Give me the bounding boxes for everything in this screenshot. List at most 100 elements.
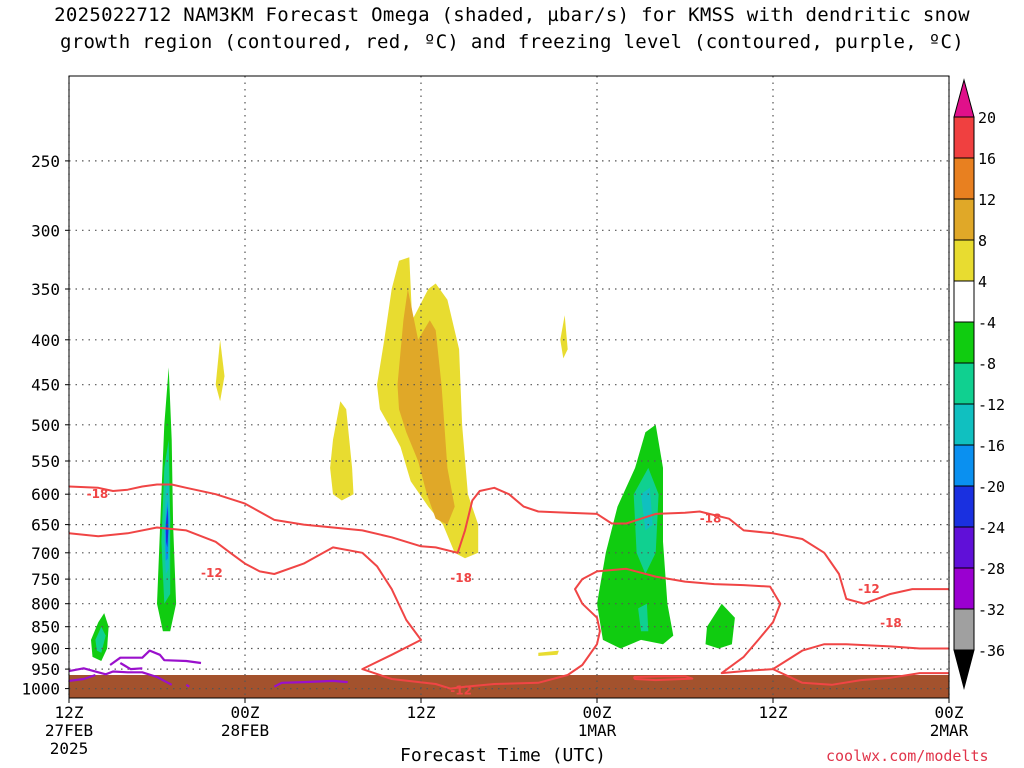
x-tick-label: 12Z — [55, 703, 84, 722]
omega-shaded-region — [805, 639, 825, 665]
colorbar-segment — [953, 567, 975, 610]
colorbar-segment — [953, 608, 975, 651]
x-tick-date-label: 1MAR — [578, 721, 617, 740]
contour-label: -18 — [87, 487, 109, 501]
omega-shaded-region — [95, 626, 106, 653]
colorbar-segment — [953, 526, 975, 569]
y-tick-label: 250 — [31, 152, 60, 171]
y-tick-label: 350 — [31, 280, 60, 299]
dgz-contour-line — [69, 483, 949, 605]
ground-surface — [69, 675, 949, 698]
colorbar-label: 12 — [978, 191, 996, 209]
freezing-level-contours — [69, 649, 348, 688]
contour-label: -12 — [450, 684, 472, 698]
omega-shaded-region — [397, 289, 455, 525]
omega-shaded-region — [296, 589, 316, 640]
x-tick-label: 12Z — [407, 703, 436, 722]
freezing-level-contour-line — [185, 683, 190, 688]
y-tick-label: 600 — [31, 485, 60, 504]
contour-label: -18 — [880, 616, 902, 630]
omega-shaded-region — [221, 541, 241, 618]
contour-labels: -18 -12 -18 -12 -18 -12 -18 — [87, 487, 902, 697]
colorbar-label: -8 — [978, 355, 996, 373]
chart-title-line-2: growth region (contoured, red, ºC) and f… — [60, 31, 964, 53]
omega-shaded-region — [330, 401, 354, 501]
colorbar-segment — [953, 485, 975, 528]
x-tick-date-label: 2MAR — [930, 721, 969, 740]
colorbar-label: -16 — [978, 437, 1005, 455]
colorbar-segment — [953, 198, 975, 241]
colorbar-segment — [953, 444, 975, 487]
colorbar-top-arrow — [953, 78, 975, 118]
colorbar: -36 -32 -28 -24 -20 -16 -12 -8 -4 4 8 12 16 20 — [953, 78, 1005, 690]
omega-shaded-region — [705, 603, 735, 649]
x-tick-label: 00Z — [231, 703, 260, 722]
omega-shaded-region — [787, 536, 809, 632]
y-tick-label: 900 — [31, 640, 60, 659]
y-tick-label: 400 — [31, 331, 60, 350]
omega-shaded-region — [912, 594, 949, 669]
x-tick-date-label: 28FEB — [221, 721, 269, 740]
colorbar-segment — [953, 239, 975, 282]
colorbar-label: -32 — [978, 601, 1005, 619]
x-tick-label: 00Z — [583, 703, 612, 722]
omega-shaded-region — [369, 524, 455, 668]
colorbar-segment — [953, 362, 975, 405]
x-tick-label: 00Z — [935, 703, 964, 722]
contour-label: -18 — [450, 571, 472, 585]
dgz-contour-line — [772, 668, 949, 686]
colorbar-label: 20 — [978, 109, 996, 127]
dgz-contours — [69, 483, 949, 690]
contour-label: -18 — [700, 512, 722, 526]
colorbar-label: 16 — [978, 150, 996, 168]
colorbar-bottom-arrow — [953, 649, 975, 690]
omega-shading — [83, 217, 949, 672]
dgz-contour-line — [632, 675, 694, 682]
y-axis-ticks: 250 300 350 400 450 500 550 600 650 700 750 800 850 9… — [21, 152, 69, 699]
freezing-level-contour-line — [273, 679, 348, 688]
colorbar-label: -4 — [978, 314, 996, 332]
x-tick-year-label: 2025 — [50, 739, 89, 758]
omega-shaded-region — [641, 487, 653, 531]
y-tick-label: 700 — [31, 544, 60, 563]
y-tick-label: 450 — [31, 376, 60, 395]
omega-shaded-region — [93, 217, 102, 224]
colorbar-label: 4 — [978, 273, 987, 291]
y-tick-label: 650 — [31, 516, 60, 535]
colorbar-label: -28 — [978, 560, 1005, 578]
omega-shaded-region — [165, 506, 169, 548]
colorbar-segment — [953, 280, 975, 323]
y-tick-label: 950 — [31, 660, 60, 679]
plot-frame — [68, 75, 950, 699]
y-tick-label: 800 — [31, 595, 60, 614]
colorbar-segment — [953, 116, 975, 159]
colorbar-segment — [953, 321, 975, 364]
freezing-level-contour-line — [69, 673, 96, 682]
omega-shaded-region — [83, 266, 90, 300]
y-tick-label: 500 — [31, 416, 60, 435]
y-tick-label: 850 — [31, 618, 60, 637]
x-axis-label: Forecast Time (UTC) — [400, 745, 606, 766]
omega-shaded-region — [538, 650, 559, 656]
freezing-level-contour-line — [119, 662, 143, 671]
omega-shaded-region — [560, 315, 568, 359]
omega-shaded-region — [853, 626, 898, 655]
freezing-level-contour-line — [109, 649, 202, 666]
colorbar-label: -36 — [978, 642, 1005, 660]
y-tick-label: 550 — [31, 452, 60, 471]
omega-shaded-region — [215, 339, 225, 402]
colorbar-segment — [953, 403, 975, 446]
contour-label: -12 — [201, 566, 223, 580]
colorbar-label: -24 — [978, 519, 1005, 537]
site-credit: coolwx.com/modelts — [826, 747, 989, 765]
omega-shaded-region — [325, 652, 335, 670]
x-tick-date-label: 27FEB — [45, 721, 93, 740]
omega-shaded-region — [597, 424, 674, 649]
freezing-level-contour-line — [69, 667, 173, 686]
colorbar-segment — [953, 157, 975, 200]
chart-title-line-1: 2025022712 NAM3KM Forecast Omega (shaded… — [54, 4, 970, 26]
colorbar-label: 8 — [978, 232, 987, 250]
y-tick-label: 300 — [31, 221, 60, 240]
contour-label: -12 — [858, 582, 880, 596]
